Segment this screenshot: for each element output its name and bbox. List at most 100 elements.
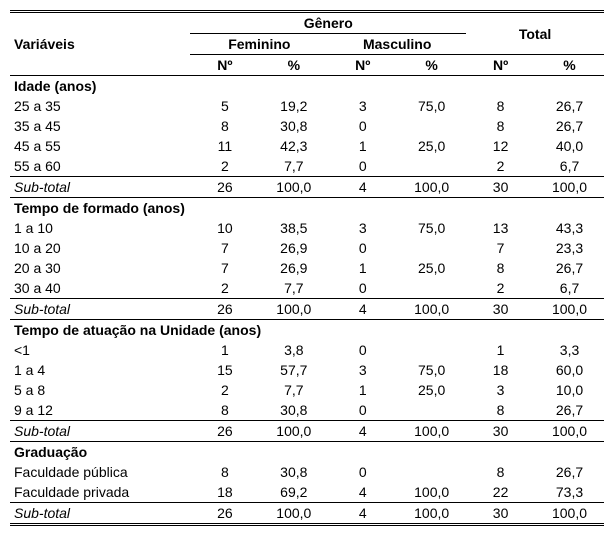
subtotal-fp: 100,0 bbox=[259, 421, 328, 442]
row-label: 30 a 40 bbox=[10, 278, 190, 299]
subtotal-row: Sub-total26100,04100,030100,0 bbox=[10, 421, 604, 442]
table-row: 30 a 4027,7026,7 bbox=[10, 278, 604, 299]
row-fp: 30,8 bbox=[259, 116, 328, 136]
section-title: Graduação bbox=[10, 442, 604, 463]
row-mn: 0 bbox=[328, 116, 397, 136]
row-tp: 6,7 bbox=[535, 278, 604, 299]
table-row: 45 a 551142,3125,01240,0 bbox=[10, 136, 604, 156]
row-tp: 10,0 bbox=[535, 380, 604, 400]
table-row: 20 a 30726,9125,0826,7 bbox=[10, 258, 604, 278]
row-tn: 3 bbox=[466, 380, 535, 400]
subtotal-label: Sub-total bbox=[10, 177, 190, 198]
header-variaveis: Variáveis bbox=[10, 12, 190, 76]
row-fn: 8 bbox=[190, 462, 259, 482]
header-pct-total: % bbox=[535, 55, 604, 76]
row-fn: 11 bbox=[190, 136, 259, 156]
row-fp: 30,8 bbox=[259, 400, 328, 421]
row-label: 55 a 60 bbox=[10, 156, 190, 177]
subtotal-row: Sub-total26100,04100,030100,0 bbox=[10, 299, 604, 320]
row-mn: 0 bbox=[328, 156, 397, 177]
row-tn: 8 bbox=[466, 400, 535, 421]
row-fp: 69,2 bbox=[259, 482, 328, 503]
subtotal-row: Sub-total26100,04100,030100,0 bbox=[10, 177, 604, 198]
row-fp: 26,9 bbox=[259, 238, 328, 258]
header-total: Total bbox=[466, 12, 604, 55]
row-tp: 6,7 bbox=[535, 156, 604, 177]
row-mn: 0 bbox=[328, 340, 397, 360]
row-mp: 25,0 bbox=[397, 380, 466, 400]
row-fp: 30,8 bbox=[259, 462, 328, 482]
table-body: Idade (anos)25 a 35519,2375,0826,735 a 4… bbox=[10, 76, 604, 525]
subtotal-fn: 26 bbox=[190, 299, 259, 320]
row-mp bbox=[397, 116, 466, 136]
row-fn: 18 bbox=[190, 482, 259, 503]
table-row: 1 a 41557,7375,01860,0 bbox=[10, 360, 604, 380]
subtotal-tn: 30 bbox=[466, 299, 535, 320]
row-fn: 2 bbox=[190, 380, 259, 400]
table-row: 35 a 45830,80826,7 bbox=[10, 116, 604, 136]
row-fp: 42,3 bbox=[259, 136, 328, 156]
row-tp: 3,3 bbox=[535, 340, 604, 360]
row-mp bbox=[397, 462, 466, 482]
row-tn: 8 bbox=[466, 96, 535, 116]
row-fn: 7 bbox=[190, 238, 259, 258]
row-label: 1 a 4 bbox=[10, 360, 190, 380]
table-row: 25 a 35519,2375,0826,7 bbox=[10, 96, 604, 116]
header-masculino: Masculino bbox=[328, 34, 466, 55]
row-label: 9 a 12 bbox=[10, 400, 190, 421]
row-tn: 12 bbox=[466, 136, 535, 156]
row-fn: 8 bbox=[190, 116, 259, 136]
row-tp: 26,7 bbox=[535, 400, 604, 421]
row-tp: 43,3 bbox=[535, 218, 604, 238]
subtotal-mn: 4 bbox=[328, 503, 397, 525]
subtotal-mp: 100,0 bbox=[397, 421, 466, 442]
table-row: Faculdade pública830,80826,7 bbox=[10, 462, 604, 482]
subtotal-mn: 4 bbox=[328, 299, 397, 320]
subtotal-mp: 100,0 bbox=[397, 503, 466, 525]
row-tp: 23,3 bbox=[535, 238, 604, 258]
subtotal-mp: 100,0 bbox=[397, 177, 466, 198]
row-mn: 1 bbox=[328, 380, 397, 400]
row-tn: 8 bbox=[466, 116, 535, 136]
table-row: 5 a 827,7125,0310,0 bbox=[10, 380, 604, 400]
section-title: Idade (anos) bbox=[10, 76, 604, 97]
row-label: 45 a 55 bbox=[10, 136, 190, 156]
row-mp: 75,0 bbox=[397, 96, 466, 116]
row-mp: 75,0 bbox=[397, 218, 466, 238]
row-fn: 2 bbox=[190, 156, 259, 177]
section-title: Tempo de formado (anos) bbox=[10, 198, 604, 219]
row-mn: 0 bbox=[328, 462, 397, 482]
row-tn: 22 bbox=[466, 482, 535, 503]
subtotal-tn: 30 bbox=[466, 177, 535, 198]
row-tp: 26,7 bbox=[535, 258, 604, 278]
subtotal-mn: 4 bbox=[328, 421, 397, 442]
row-label: 20 a 30 bbox=[10, 258, 190, 278]
row-mp bbox=[397, 278, 466, 299]
table-row: 1 a 101038,5375,01343,3 bbox=[10, 218, 604, 238]
subtotal-fn: 26 bbox=[190, 177, 259, 198]
row-mn: 0 bbox=[328, 278, 397, 299]
row-mn: 3 bbox=[328, 360, 397, 380]
table-row: <113,8013,3 bbox=[10, 340, 604, 360]
subtotal-fn: 26 bbox=[190, 503, 259, 525]
row-mp: 100,0 bbox=[397, 482, 466, 503]
row-fp: 57,7 bbox=[259, 360, 328, 380]
row-mp: 25,0 bbox=[397, 136, 466, 156]
row-fp: 7,7 bbox=[259, 380, 328, 400]
row-mp bbox=[397, 340, 466, 360]
row-mp bbox=[397, 238, 466, 258]
subtotal-tp: 100,0 bbox=[535, 177, 604, 198]
row-mn: 1 bbox=[328, 136, 397, 156]
subtotal-label: Sub-total bbox=[10, 503, 190, 525]
row-mn: 3 bbox=[328, 96, 397, 116]
subtotal-tp: 100,0 bbox=[535, 503, 604, 525]
row-fn: 5 bbox=[190, 96, 259, 116]
row-tp: 26,7 bbox=[535, 96, 604, 116]
row-tn: 2 bbox=[466, 278, 535, 299]
row-label: 10 a 20 bbox=[10, 238, 190, 258]
row-mn: 1 bbox=[328, 258, 397, 278]
header-pct-fem: % bbox=[259, 55, 328, 76]
row-fn: 7 bbox=[190, 258, 259, 278]
row-tn: 7 bbox=[466, 238, 535, 258]
header-n-fem: Nº bbox=[190, 55, 259, 76]
